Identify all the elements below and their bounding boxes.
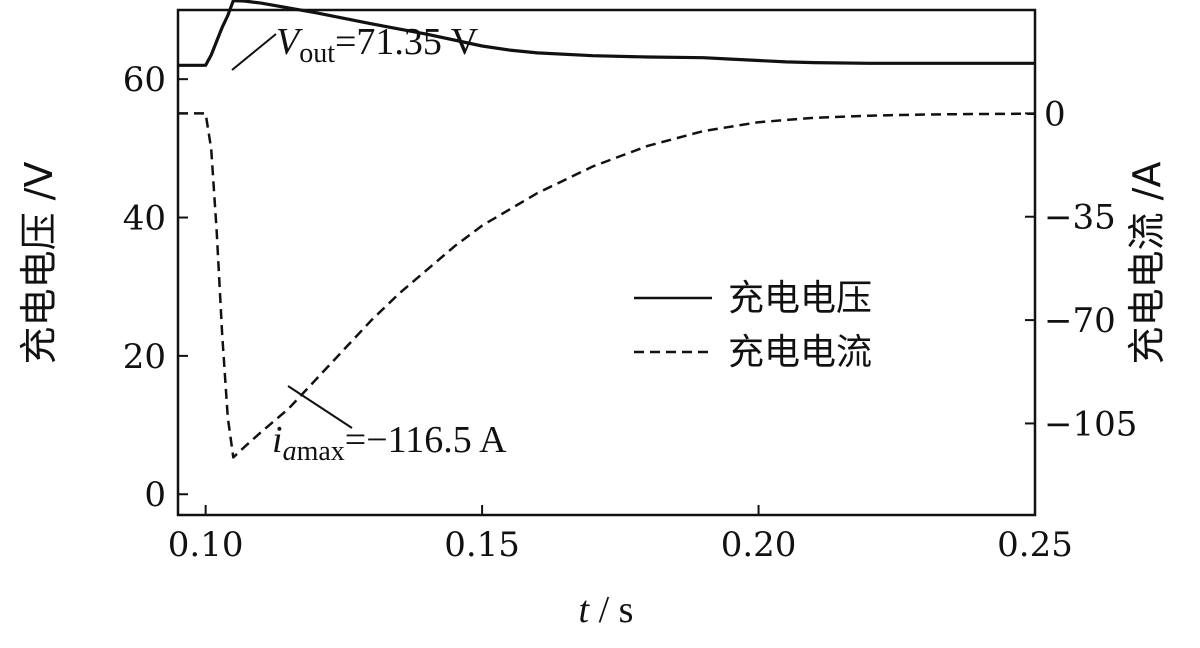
series-line-current: [178, 112, 1036, 459]
x-tick-label: 0.20: [721, 525, 797, 565]
annotation-vout: Vout=71.35 V: [231, 21, 479, 71]
annotation-imax: iamax=−116.5 A: [272, 385, 507, 467]
y-right-tick-label: −105: [1044, 404, 1137, 444]
annotation-imax-sub-max: max: [297, 436, 345, 467]
annotation-imax-leader: [287, 385, 353, 429]
y-left-tick-label: 40: [123, 199, 166, 239]
y-right-tick-label: −70: [1044, 301, 1116, 341]
x-axis-unit: s: [619, 589, 634, 631]
annotation-imax-text: =−116.5 A: [345, 419, 507, 461]
annotation-vout-sub: out: [299, 38, 335, 69]
annotation-imax-sub-a: a: [283, 436, 297, 467]
ticks-layer: 0.10 0.15 0.20 0.25 0 20 40 60 0 −35 −70 −105: [123, 60, 1138, 565]
y-left-tick-label: 20: [123, 337, 166, 377]
legend-label-current: 充电电流: [728, 332, 872, 373]
annotation-imax-label: iamax=−116.5 A: [272, 419, 507, 467]
legend-label-voltage: 充电电压: [728, 278, 872, 319]
x-axis-sep: /: [589, 589, 619, 631]
y-left-tick-label: 0: [144, 475, 166, 515]
x-axis-var: t: [579, 589, 591, 631]
series-line-voltage: [178, 0, 1035, 67]
x-tick-label: 0.25: [997, 525, 1073, 565]
series-layer: [178, 0, 1036, 459]
annotation-vout-label: Vout=71.35 V: [276, 21, 479, 69]
y-right-tick-label: 0: [1044, 94, 1066, 134]
annotation-vout-text: =71.35 V: [335, 21, 479, 63]
y-left-tick-label: 60: [123, 60, 166, 100]
x-tick-label: 0.15: [444, 525, 520, 565]
plot-frame: [176, 8, 1037, 517]
annotation-imax-var: i: [272, 419, 283, 461]
legend: 充电电压 充电电流: [634, 278, 872, 373]
annotation-vout-leader: [231, 33, 277, 71]
y-right-tick-label: −35: [1044, 198, 1116, 238]
annotation-vout-var: V: [276, 21, 303, 63]
y-axis-right-label: 充电电流 /A: [1125, 162, 1169, 365]
x-axis-label: t / s: [579, 589, 634, 631]
y-axis-left-label: 充电电压 /V: [17, 162, 61, 365]
x-tick-label: 0.10: [168, 525, 244, 565]
